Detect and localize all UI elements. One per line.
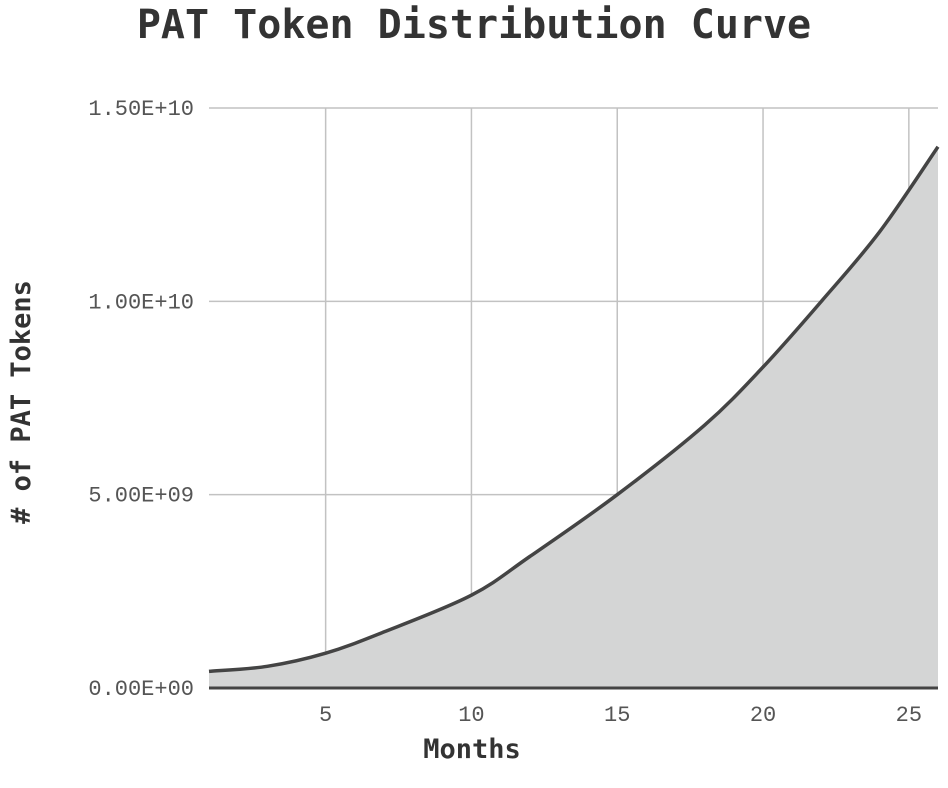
y-tick-label: 5.00E+09: [88, 484, 194, 509]
y-axis-label: # of PAT Tokens: [6, 280, 37, 524]
chart-title: PAT Token Distribution Curve: [137, 2, 811, 48]
x-tick-label: 15: [604, 703, 630, 728]
series-area: [209, 146, 938, 688]
series-line: [208, 145, 940, 674]
x-tick-label: 25: [896, 703, 922, 728]
y-tick-label: 0.00E+00: [88, 677, 194, 702]
tick-labels: 0.00E+00 5.00E+09 1.00E+10 1.50E+10 5 10 15 20 2…: [88, 97, 922, 728]
y-tick-label: 1.00E+10: [88, 290, 194, 315]
x-axis-label: Months: [423, 734, 521, 765]
grid-layer: [209, 107, 938, 688]
x-tick-label: 20: [750, 703, 776, 728]
y-tick-label: 1.50E+10: [88, 97, 194, 122]
x-tick-label: 5: [319, 703, 332, 728]
x-tick-label: 10: [458, 703, 484, 728]
